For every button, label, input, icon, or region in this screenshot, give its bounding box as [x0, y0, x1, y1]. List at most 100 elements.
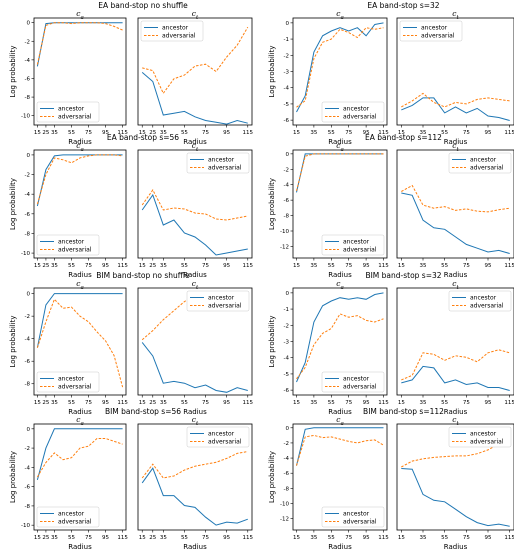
y-tick-label: -8	[25, 382, 31, 388]
legend-label-ancestor: ancestor	[343, 511, 370, 518]
y-tick-label: -4	[284, 86, 290, 92]
x-tick-label: 75	[463, 263, 470, 269]
panel-ca: ca 15 25 35 55 75 95 115 Radius 0 -2 -4 -6 -8 -10 Log p…	[9, 415, 128, 550]
y-tick-label: 0	[286, 152, 290, 158]
x-tick-label: 55	[68, 400, 75, 406]
x-tick-label: 35	[160, 535, 167, 541]
y-tick-label: -2	[25, 314, 30, 320]
panel-subtitle: ca	[336, 415, 343, 427]
y-tick-label: -8	[25, 504, 31, 510]
x-tick-label: 35	[420, 400, 427, 406]
series-line-ancestor	[296, 153, 384, 193]
y-tick-label: -3	[284, 70, 290, 76]
panel-subtitle: ct	[452, 279, 459, 291]
panel-subtitle: ca	[336, 9, 343, 21]
series-line-adversarial	[36, 22, 123, 65]
panel-subtitle: ca	[76, 279, 83, 291]
panel-subtitle: ca	[336, 279, 343, 291]
x-tick-label: 95	[485, 263, 492, 269]
x-tick-label: 115	[243, 130, 254, 136]
y-tick-label: -6	[25, 76, 31, 82]
series-line-ancestor	[36, 293, 123, 348]
x-tick-label: 75	[202, 400, 209, 406]
series-line-adversarial	[401, 438, 510, 468]
x-tick-label: 15	[139, 263, 146, 269]
x-tick-label: 15	[293, 400, 300, 406]
axes-frame	[292, 149, 388, 259]
y-tick-label: -12	[280, 517, 289, 523]
y-axis-label: Log probability	[9, 45, 17, 97]
x-tick-label: 55	[68, 130, 75, 136]
x-tick-label: 55	[441, 535, 448, 541]
x-tick-label: 115	[378, 130, 389, 136]
y-tick-label: -10	[21, 251, 30, 257]
x-tick-label: 25	[42, 130, 49, 136]
chart-5: BIM band-stop s=32 ca 15 35 55 75 95 115 Radius 0…	[268, 271, 514, 416]
series-line-ancestor	[401, 468, 510, 527]
axes-frame	[137, 287, 253, 396]
x-tick-label: 115	[243, 263, 254, 269]
panel-subtitle: ct	[452, 9, 459, 21]
legend-label-ancestor: ancestor	[208, 157, 235, 164]
x-tick-label: 75	[85, 263, 92, 269]
x-tick-label: 15	[293, 130, 300, 136]
series-line-adversarial	[401, 184, 510, 213]
x-axis-label: Radius	[183, 138, 207, 146]
x-tick-label: 55	[441, 263, 448, 269]
x-tick-label: 25	[149, 400, 156, 406]
x-tick-label: 15	[34, 263, 41, 269]
x-tick-label: 115	[504, 130, 514, 136]
x-tick-label: 15	[34, 535, 41, 541]
x-tick-label: 55	[181, 263, 188, 269]
axes-frame	[33, 423, 127, 531]
chart-title: EA band-stop s=32	[367, 1, 439, 10]
panel-ca: ca 15 25 35 55 75 95 115 Radius 0 -2 -4 -6 -8 Log prob…	[9, 279, 128, 416]
y-tick-label: -10	[280, 502, 289, 508]
axes-frame	[33, 17, 127, 126]
series-line-adversarial	[401, 92, 510, 108]
x-tick-label: 75	[85, 400, 92, 406]
legend-label-adversarial: adversarial	[343, 247, 377, 254]
series-line-adversarial	[36, 438, 123, 478]
x-tick-label: 15	[34, 130, 41, 136]
legend-label-adversarial: adversarial	[343, 519, 377, 526]
x-tick-label: 35	[51, 130, 58, 136]
series-line-ancestor	[401, 192, 510, 254]
y-tick-label: -1	[284, 307, 289, 313]
legend-label-ancestor: ancestor	[470, 431, 497, 438]
series-line-adversarial	[401, 349, 510, 381]
series-line-adversarial	[296, 313, 384, 380]
axes-frame	[137, 423, 253, 531]
chart-title: BIM band-stop s=112	[363, 407, 444, 416]
x-tick-label: 55	[328, 130, 335, 136]
x-tick-label: 75	[202, 130, 209, 136]
chart-title: EA band-stop s=112	[365, 133, 442, 142]
x-tick-label: 95	[363, 400, 370, 406]
x-tick-label: 95	[485, 535, 492, 541]
x-axis-label: Radius	[68, 408, 92, 416]
x-tick-label: 15	[139, 535, 146, 541]
x-tick-label: 75	[85, 130, 92, 136]
series-line-ancestor	[36, 428, 123, 481]
series-line-adversarial	[141, 451, 248, 479]
x-tick-label: 115	[117, 263, 128, 269]
x-axis-label: Radius	[444, 271, 468, 279]
panel-ct: ct 15 25 35 55 75 95 115 Radius ancestoradversari…	[137, 9, 254, 146]
x-axis-label: Radius	[328, 271, 352, 279]
y-tick-label: 0	[286, 426, 290, 432]
y-tick-label: -5	[284, 372, 290, 378]
legend-label-ancestor: ancestor	[162, 25, 189, 32]
x-tick-label: 115	[378, 535, 389, 541]
y-tick-label: -4	[284, 183, 290, 189]
panel-ca: ca 15 25 35 55 75 95 115 Radius 0 -2 -4 -6 -8 -10 Log p…	[9, 9, 128, 146]
y-tick-label: -8	[284, 214, 290, 220]
legend-label-ancestor: ancestor	[208, 295, 235, 302]
